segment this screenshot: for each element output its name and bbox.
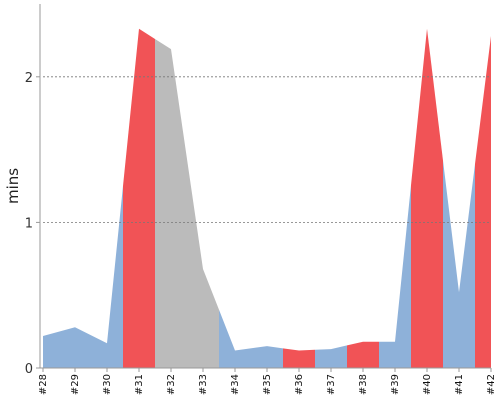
x-tick-label: #41	[454, 374, 465, 395]
x-tick-label: #35	[262, 374, 273, 395]
x-tick-label: #32	[166, 374, 177, 395]
area-segment-pass	[379, 185, 411, 368]
x-tick-label: #40	[422, 374, 433, 395]
x-tick-label: #31	[134, 374, 145, 395]
area-segment-fail	[123, 28, 155, 368]
area-segment-fail	[475, 36, 491, 368]
x-tick-label: #38	[358, 374, 369, 395]
x-tick-label: #30	[102, 374, 113, 395]
x-tick-label: #37	[326, 374, 337, 395]
y-tick-label: 1	[25, 216, 33, 231]
x-tick-label: #36	[294, 374, 305, 395]
area-segment-fail	[411, 28, 443, 368]
area-segment-pass	[219, 309, 283, 368]
axis-layer	[39, 4, 491, 369]
area-segment-fail	[347, 341, 379, 368]
area-layer	[43, 28, 491, 368]
x-tick-label: #28	[38, 374, 49, 395]
x-tick-label: #39	[390, 374, 401, 395]
x-tick-label: #34	[230, 374, 241, 395]
y-tick-label: 2	[25, 71, 33, 86]
x-tick-label: #29	[70, 374, 81, 395]
y-tick-labels: 0 1 2	[25, 71, 40, 377]
area-segment-pass	[43, 186, 123, 368]
x-tick-label: #33	[198, 374, 209, 395]
y-axis-label: mins	[4, 168, 22, 204]
x-tick-labels: #28 #29 #30 #31 #32 #33 #34 #35 #36 #37 #38 #39 #40 #…	[38, 368, 497, 395]
y-tick-label: 0	[25, 362, 33, 377]
grid-layer	[43, 76, 491, 223]
x-tick-label: #42	[486, 374, 497, 395]
area-segment-pass	[443, 160, 475, 368]
area-segment-pass	[315, 345, 347, 368]
area-segment-neutral	[155, 38, 219, 368]
area-segment-fail	[283, 348, 315, 368]
